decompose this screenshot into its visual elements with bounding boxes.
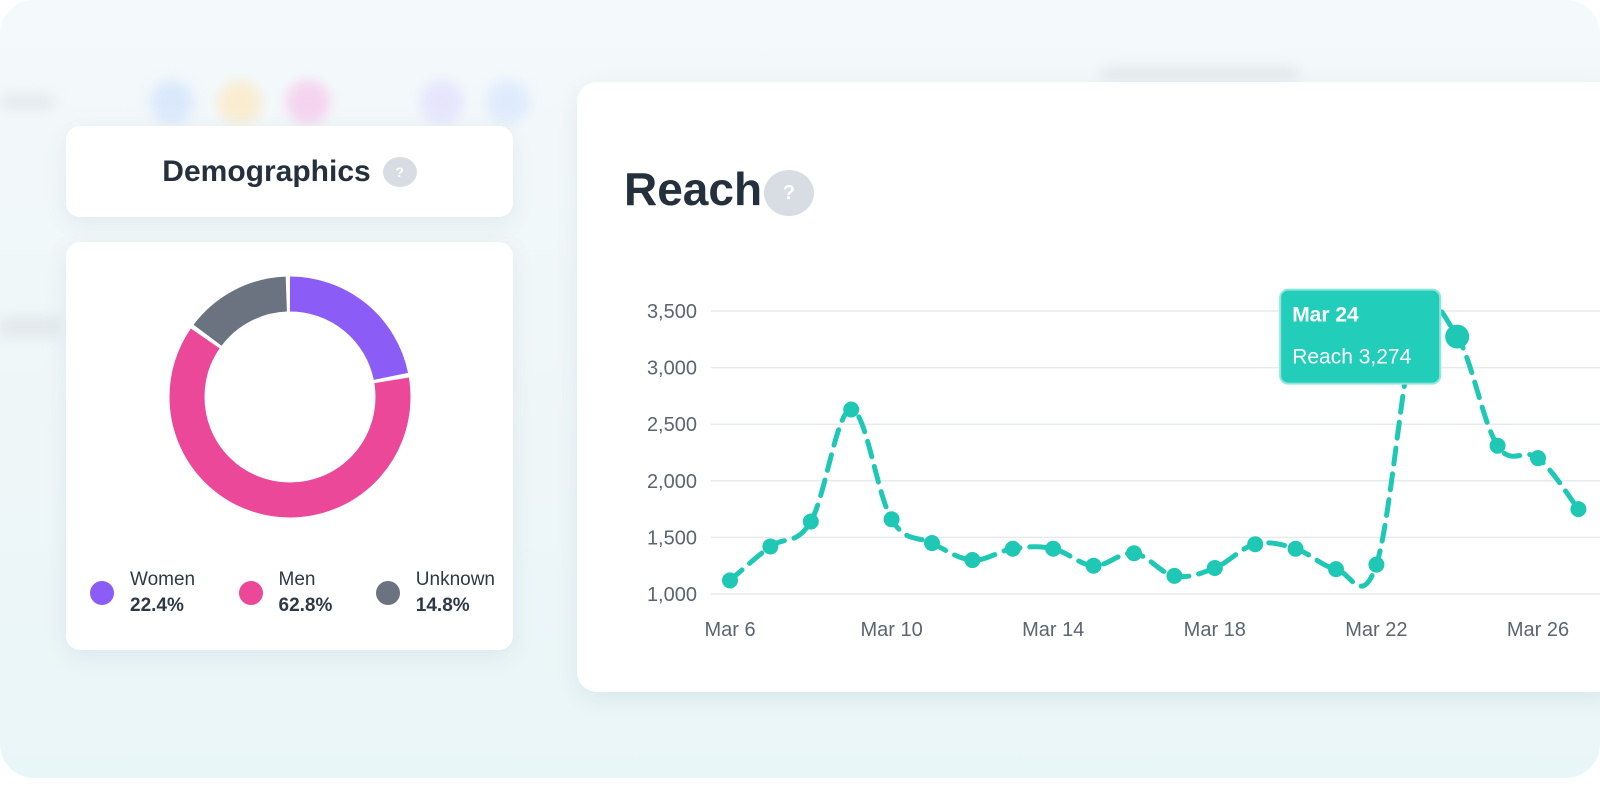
donut-slice-women[interactable] xyxy=(169,276,411,518)
reach-point[interactable] xyxy=(1368,556,1385,573)
background-bar xyxy=(1100,66,1300,80)
legend-value-men: 62.8% xyxy=(278,595,333,616)
x-tick-label: Mar 26 xyxy=(1507,619,1569,641)
y-tick-label: 1,000 xyxy=(647,584,697,606)
demographics-card: Women 22.4% Men 62.8% Unknown 14.8% xyxy=(66,242,513,650)
background-bar xyxy=(0,316,60,338)
reach-point[interactable] xyxy=(802,513,819,530)
reach-point[interactable] xyxy=(762,538,779,555)
legend-label-men: Men xyxy=(278,569,316,590)
demographics-legend: Women 22.4% Men 62.8% Unknown 14.8% xyxy=(90,567,495,619)
legend-item-women[interactable]: Women 22.4% xyxy=(90,567,195,619)
reach-point[interactable] xyxy=(722,572,738,589)
y-tick-label: 2,000 xyxy=(647,471,697,493)
legend-item-men[interactable]: Men 62.8% xyxy=(238,567,333,619)
x-tick-label: Mar 22 xyxy=(1345,619,1407,641)
reach-point[interactable] xyxy=(883,511,900,528)
unknown-dot-icon xyxy=(375,581,400,605)
y-tick-label: 3,000 xyxy=(647,358,697,380)
reach-point[interactable] xyxy=(1570,501,1587,518)
legend-value-unknown: 14.8% xyxy=(415,595,470,616)
reach-point[interactable] xyxy=(1287,540,1304,557)
reach-point[interactable] xyxy=(1206,559,1223,576)
y-tick-label: 3,500 xyxy=(647,301,697,323)
background-avatar xyxy=(218,80,262,124)
demographics-help-icon[interactable]: ? xyxy=(382,156,417,187)
reach-point[interactable] xyxy=(1004,540,1021,557)
reach-card: Reach ? 1,000 1,500 2,000 2,500 3,000 3,500 Ma… xyxy=(577,82,1600,692)
reach-point[interactable] xyxy=(1328,561,1344,578)
y-tick-label: 2,500 xyxy=(647,414,697,436)
demographics-title: Demographics xyxy=(162,154,371,188)
legend-value-women: 22.4% xyxy=(130,595,184,616)
reach-point[interactable] xyxy=(964,552,981,569)
reach-point[interactable] xyxy=(1489,437,1506,454)
x-tick-label: Mar 14 xyxy=(1022,619,1084,641)
reach-help-icon[interactable]: ? xyxy=(764,170,814,216)
reach-title: Reach xyxy=(624,163,763,215)
background-avatar xyxy=(286,80,330,124)
background-avatar xyxy=(420,80,464,124)
tooltip-value: Reach 3,274 xyxy=(1292,346,1411,369)
reach-point-highlighted[interactable] xyxy=(1445,324,1470,349)
demographics-header-card: Demographics ? xyxy=(66,126,513,217)
x-tick-label: Mar 6 xyxy=(704,619,755,641)
reach-point[interactable] xyxy=(1166,567,1183,584)
donut-slice-men[interactable] xyxy=(169,276,411,518)
reach-line-chart: 1,000 1,500 2,000 2,500 3,000 3,500 Mar 6 Mar 1… xyxy=(647,288,1600,641)
x-tick-label: Mar 18 xyxy=(1184,619,1246,641)
background-bar xyxy=(0,95,55,109)
tooltip-date: Mar 24 xyxy=(1292,304,1359,327)
reach-point[interactable] xyxy=(1247,536,1264,553)
women-dot-icon xyxy=(90,581,114,605)
reach-point[interactable] xyxy=(1085,557,1102,574)
reach-point[interactable] xyxy=(1045,540,1062,557)
reach-point[interactable] xyxy=(1126,545,1142,562)
legend-item-unknown[interactable]: Unknown 14.8% xyxy=(375,567,495,619)
y-tick-label: 1,500 xyxy=(647,527,697,549)
background-avatar xyxy=(486,80,530,124)
legend-label-women: Women xyxy=(130,569,196,590)
men-dot-icon xyxy=(238,581,263,605)
reach-point[interactable] xyxy=(924,535,940,552)
reach-point[interactable] xyxy=(1530,450,1546,467)
reach-point[interactable] xyxy=(843,401,860,418)
reach-tooltip: Mar 24 Reach 3,274 xyxy=(1279,288,1442,385)
tooltip-box xyxy=(1279,288,1442,385)
x-tick-label: Mar 10 xyxy=(860,619,922,641)
background-avatar xyxy=(150,80,194,124)
demographics-donut-chart xyxy=(169,276,411,518)
legend-label-unknown: Unknown xyxy=(415,569,495,590)
